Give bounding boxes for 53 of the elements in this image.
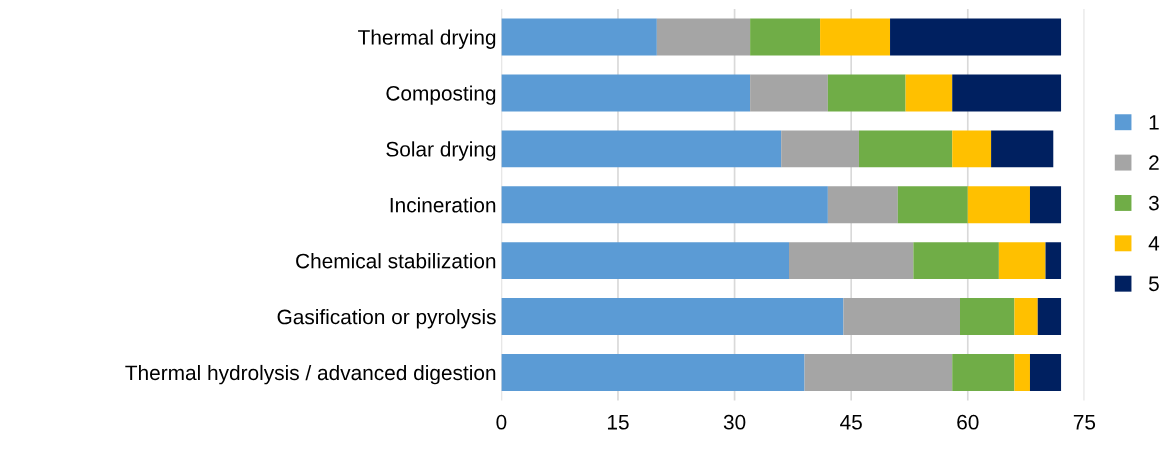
bar bbox=[1037, 298, 1062, 335]
bar bbox=[952, 74, 1062, 112]
bar bbox=[952, 354, 1015, 391]
bar bbox=[501, 74, 751, 112]
legend-label: 5 bbox=[1148, 276, 1159, 292]
bar bbox=[656, 18, 751, 56]
bar bbox=[960, 298, 1015, 335]
x-tick-label: 60 bbox=[957, 414, 979, 430]
bar bbox=[913, 242, 999, 280]
bar bbox=[501, 18, 657, 56]
bar bbox=[843, 298, 961, 335]
bar bbox=[804, 354, 953, 391]
bar bbox=[858, 130, 953, 168]
bar bbox=[1014, 298, 1038, 335]
bar bbox=[501, 130, 782, 168]
legend-label: 3 bbox=[1148, 195, 1159, 211]
bar bbox=[827, 186, 898, 224]
bar bbox=[788, 242, 914, 280]
y-tick-label: Thermal hydrolysis / advanced digestion bbox=[125, 364, 496, 385]
bar bbox=[750, 18, 821, 56]
x-tick-label: 30 bbox=[723, 414, 746, 430]
x-tick-label: 15 bbox=[607, 415, 629, 430]
bar bbox=[890, 18, 1062, 56]
bar bbox=[897, 186, 968, 224]
bar bbox=[1014, 354, 1030, 391]
y-tick-label: Composting bbox=[386, 85, 496, 105]
bar bbox=[1029, 186, 1062, 224]
bar bbox=[781, 130, 859, 168]
x-tick-label: 75 bbox=[1073, 415, 1096, 430]
y-tick-label: Gasification or pyrolysis bbox=[277, 309, 496, 329]
legend-label: 4 bbox=[1148, 236, 1160, 251]
bar bbox=[998, 242, 1046, 280]
bar bbox=[501, 242, 789, 280]
legend-label: 2 bbox=[1149, 155, 1159, 170]
y-tick-label: Chemical stabilization bbox=[296, 253, 496, 269]
bar bbox=[1045, 242, 1062, 280]
bar bbox=[501, 354, 805, 391]
x-tick-label: 45 bbox=[840, 415, 862, 430]
bar bbox=[827, 74, 906, 112]
bar bbox=[820, 18, 891, 56]
bar bbox=[905, 74, 953, 112]
y-tick-label: Solar drying bbox=[386, 141, 496, 161]
bar bbox=[952, 130, 992, 168]
x-tick-label: 0 bbox=[496, 414, 507, 430]
legend-label: 1 bbox=[1149, 115, 1159, 130]
bar bbox=[991, 130, 1054, 168]
y-tick-label: Thermal drying bbox=[358, 29, 496, 49]
bar bbox=[1029, 354, 1062, 391]
bar bbox=[967, 186, 1030, 224]
bar bbox=[501, 186, 828, 224]
bar bbox=[750, 74, 828, 112]
y-tick-label: Incineration bbox=[390, 197, 496, 213]
bar bbox=[501, 298, 844, 335]
